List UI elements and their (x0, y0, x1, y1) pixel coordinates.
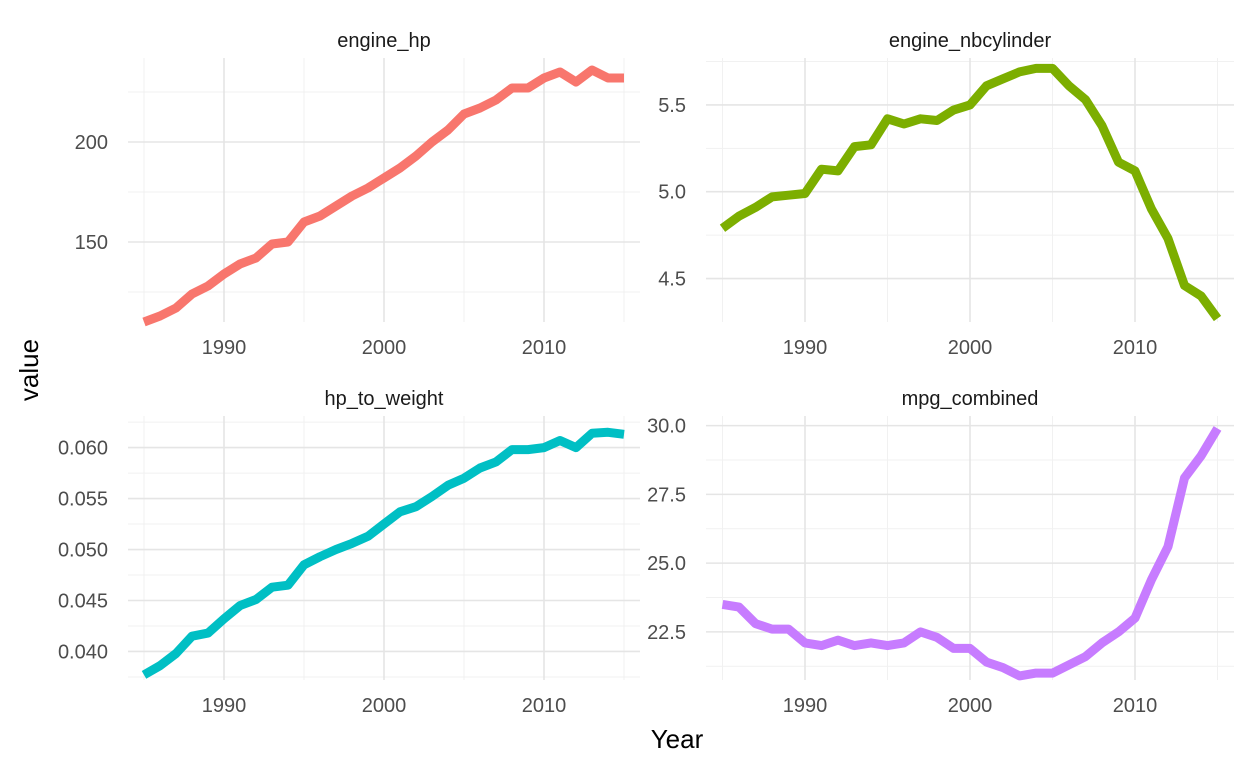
panel-title: engine_hp (337, 30, 430, 52)
series-line-hp_to_weight (141, 427, 625, 679)
y-tick-label: 200 (75, 132, 108, 154)
y-tick-label: 150 (75, 232, 108, 254)
x-axis-title: Year (651, 724, 704, 754)
y-tick-label: 0.050 (58, 540, 108, 562)
x-tick-label: 2010 (1113, 695, 1158, 717)
series-line-engine_nbcylinder (719, 63, 1222, 322)
x-tick-label: 2000 (948, 695, 993, 717)
y-tick-label: 0.055 (58, 489, 108, 511)
panel-mpg_combined: 1990 2000 2010 22.5 25.0 27.5 30.0 mpg_combined (647, 388, 1234, 717)
y-tick-label: 0.040 (58, 641, 108, 663)
y-tick-label: 5.0 (658, 182, 686, 204)
y-tick-label: 0.060 (58, 438, 108, 460)
panel-engine_nbcylinder: 1990 2000 2010 4.5 5.0 5.5 engine_nbcylinder (658, 30, 1234, 359)
y-tick-label: 30.0 (647, 416, 686, 438)
x-tick-label: 2000 (948, 337, 993, 359)
y-tick-label: 27.5 (647, 484, 686, 506)
y-tick-label: 22.5 (647, 622, 686, 644)
series-line-mpg_combined (721, 426, 1222, 681)
x-tick-label: 2010 (522, 337, 567, 359)
y-tick-label: 5.5 (658, 95, 686, 117)
x-tick-label: 1990 (783, 695, 828, 717)
x-tick-label: 2010 (522, 695, 567, 717)
panel-title: mpg_combined (902, 388, 1039, 410)
x-tick-label: 2000 (362, 337, 407, 359)
panel-title: hp_to_weight (325, 388, 444, 410)
y-tick-label: 0.045 (58, 590, 108, 612)
series-line-engine_hp (142, 65, 624, 327)
x-tick-label: 2000 (362, 695, 407, 717)
x-tick-label: 1990 (202, 695, 247, 717)
x-tick-label: 2010 (1113, 337, 1158, 359)
x-tick-label: 1990 (202, 337, 247, 359)
panel-title: engine_nbcylinder (889, 30, 1052, 52)
panel-hp_to_weight: 1990 2000 2010 0.040 0.045 0.050 0.055 0.060 hp_… (58, 388, 640, 717)
x-tick-label: 1990 (783, 337, 828, 359)
y-tick-label: 25.0 (647, 553, 686, 575)
panel-engine_hp: 1990 2000 2010 150 200 engine_hp (75, 30, 640, 359)
y-axis-title: value (14, 339, 44, 401)
y-tick-label: 4.5 (658, 269, 686, 291)
